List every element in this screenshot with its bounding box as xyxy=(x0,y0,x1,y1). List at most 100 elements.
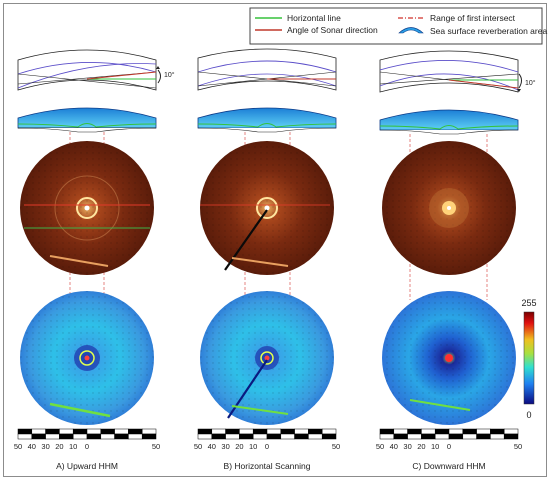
figure-frame xyxy=(3,3,547,477)
scale-segment xyxy=(421,433,436,440)
scale-tick-label: 20 xyxy=(55,442,63,451)
scale-segment xyxy=(490,428,505,435)
tilt-label-c: 10° xyxy=(525,79,536,87)
scale-segment xyxy=(211,433,226,440)
scale-segment xyxy=(462,433,477,440)
scale-tick-label: 0 xyxy=(265,442,269,451)
scale-segment xyxy=(280,428,295,435)
scale-segment xyxy=(59,433,74,440)
panel-a-geometry: 10° xyxy=(17,49,175,133)
scale-segment xyxy=(197,428,213,435)
scale-bar: 50 40 30 20 10 0 50 xyxy=(376,428,522,451)
scale-tick-label: 30 xyxy=(403,442,411,451)
legend-box xyxy=(249,7,543,45)
caption-b: B) Horizontal Scanning xyxy=(224,461,311,471)
scale-tick-label: 30 xyxy=(41,442,49,451)
scale-tick-label: 0 xyxy=(447,442,451,451)
scale-segment xyxy=(100,433,115,440)
scale-segment xyxy=(86,428,102,435)
scale-segment xyxy=(393,428,408,435)
sonar-image-a-color xyxy=(20,291,154,425)
scale-segment xyxy=(294,433,309,440)
scale-segment xyxy=(239,433,254,440)
scale-segment xyxy=(503,433,519,440)
scale-tick-label: 10 xyxy=(431,442,439,451)
scale-tick-label: 30 xyxy=(221,442,229,451)
scale-segment xyxy=(321,428,337,435)
scale-segment xyxy=(31,433,46,440)
scale-bar: 50 40 30 20 10 0 50 xyxy=(14,428,160,451)
scale-segment xyxy=(407,433,422,440)
scale-tick-label: 50 xyxy=(152,442,160,451)
scale-segment xyxy=(266,428,282,435)
scale-tick-label: 20 xyxy=(235,442,243,451)
scale-segment xyxy=(462,428,477,435)
scale-segment xyxy=(31,428,46,435)
scale-segment xyxy=(86,433,102,440)
scale-bars: 50 40 30 20 10 0 50 50 40 30 20 10 0 50 50 40 30 20 10 0 50 xyxy=(14,428,522,451)
scale-bar: 50 40 30 20 10 0 50 xyxy=(194,428,340,451)
scale-segment xyxy=(239,428,254,435)
scale-tick-label: 40 xyxy=(208,442,216,451)
scale-tick-label: 40 xyxy=(28,442,36,451)
scale-segment xyxy=(141,428,157,435)
scale-segment xyxy=(252,433,268,440)
legend: Horizontal line Angle of Sonar direction… xyxy=(249,7,547,45)
scale-segment xyxy=(280,433,295,440)
scale-segment xyxy=(252,428,268,435)
scale-segment xyxy=(490,433,505,440)
scale-segment xyxy=(59,428,74,435)
sonar-image-a-raw xyxy=(20,141,154,275)
scale-tick-label: 50 xyxy=(194,442,202,451)
scale-segment xyxy=(503,428,519,435)
scale-segment xyxy=(379,433,395,440)
sonar-image-c-color xyxy=(382,291,516,425)
scale-segment xyxy=(308,433,323,440)
legend-horizontal-line: Horizontal line xyxy=(287,13,341,23)
scale-tick-label: 50 xyxy=(332,442,340,451)
legend-angle-of-sonar: Angle of Sonar direction xyxy=(287,25,378,35)
scale-tick-label: 40 xyxy=(390,442,398,451)
caption-a: A) Upward HHM xyxy=(56,461,118,471)
sonar-image-b-raw xyxy=(200,141,334,275)
scale-segment xyxy=(308,428,323,435)
scale-segment xyxy=(211,428,226,435)
scale-segment xyxy=(114,428,129,435)
scale-segment xyxy=(72,433,88,440)
scale-segment xyxy=(45,428,60,435)
colorbar: 255 0 xyxy=(521,298,536,420)
caption-c: C) Downward HHM xyxy=(412,461,485,471)
scale-tick-label: 10 xyxy=(249,442,257,451)
scale-segment xyxy=(128,428,143,435)
scale-segment xyxy=(17,433,33,440)
scale-segment xyxy=(448,428,464,435)
scale-segment xyxy=(476,428,491,435)
scale-segment xyxy=(421,428,436,435)
scale-segment xyxy=(448,433,464,440)
scale-segment xyxy=(17,428,33,435)
scale-tick-label: 0 xyxy=(85,442,89,451)
scale-segment xyxy=(72,428,88,435)
legend-range-first-intersect: Range of first intersect xyxy=(430,13,516,23)
scale-segment xyxy=(128,433,143,440)
scale-segment xyxy=(266,433,282,440)
scale-tick-label: 10 xyxy=(69,442,77,451)
scale-segment xyxy=(476,433,491,440)
scale-segment xyxy=(294,428,309,435)
scale-segment xyxy=(407,428,422,435)
scale-segment xyxy=(114,433,129,440)
sonar-image-c-raw xyxy=(382,141,516,275)
colorbar-min-label: 0 xyxy=(526,410,531,420)
scale-tick-label: 50 xyxy=(376,442,384,451)
scale-segment xyxy=(434,428,450,435)
reverberation-swatch xyxy=(398,27,424,34)
scale-segment xyxy=(393,433,408,440)
scale-segment xyxy=(434,433,450,440)
panel-b-geometry xyxy=(197,48,337,133)
scale-segment xyxy=(321,433,337,440)
sonar-image-b-color xyxy=(200,291,334,425)
legend-sea-surface-area: Sea surface reverberation area xyxy=(430,26,547,36)
scale-segment xyxy=(225,428,240,435)
scale-tick-label: 50 xyxy=(514,442,522,451)
